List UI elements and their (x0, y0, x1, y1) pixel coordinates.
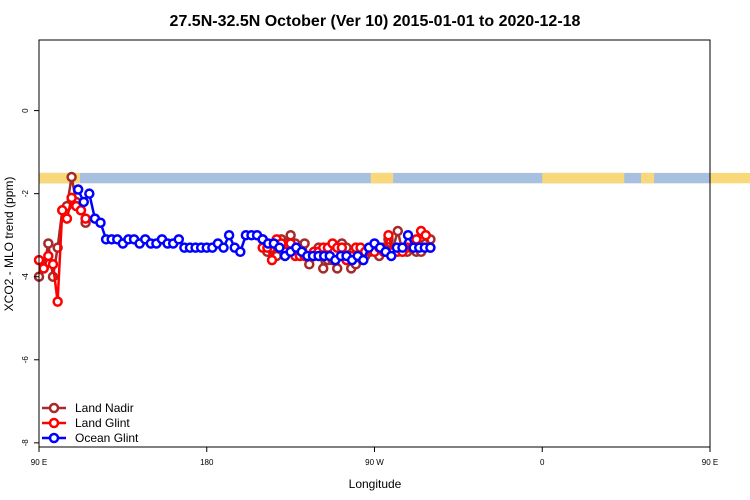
land-glint-point (383, 229, 394, 241)
chart-title: 27.5N-32.5N October (Ver 10) 2015-01-01 … (170, 13, 581, 30)
land-glint-point (66, 192, 77, 204)
land-glint-point (80, 213, 91, 224)
land-nadir-point (43, 238, 54, 249)
land-glint-point (411, 234, 422, 245)
land-glint-point (266, 254, 278, 266)
plot-area: 90 E 180 90 W 0 90 E 0 -2 -4 -6 -8 (21, 39, 750, 467)
y-axis-label: XCO2 - MLO trend (ppm) (2, 177, 16, 312)
legend-land-nadir-label: Land Nadir (75, 401, 134, 415)
land-nadir-point (66, 171, 77, 183)
land-strip-segment (39, 172, 81, 184)
land-glint-point (43, 250, 54, 262)
land-glint-point (52, 296, 63, 307)
y-tick-label: -8 (21, 439, 30, 447)
land-nadir-point (392, 225, 404, 237)
x-tick-label: 180 (200, 458, 214, 467)
land-glint-point (61, 213, 73, 224)
land-nadir-point (317, 263, 329, 274)
land-nadir-point (285, 229, 296, 241)
ocean-glint-point (72, 184, 84, 195)
land-nadir-point (299, 238, 310, 249)
land-strip-segment (542, 172, 625, 184)
land-nadir-point (304, 259, 315, 270)
land-glint-point (57, 205, 68, 216)
y-tick-label: 0 (21, 108, 30, 113)
ocean-glint-point (235, 246, 246, 258)
ocean-glint-point (358, 254, 369, 266)
x-tick-label: 90 E (31, 458, 47, 467)
land-glint-point (75, 205, 87, 216)
ocean-glint-point (425, 242, 436, 253)
ocean-glint-point (95, 217, 106, 228)
ocean-glint-point (218, 242, 229, 253)
land-nadir-point (331, 263, 343, 274)
land-strip-segment (641, 172, 655, 184)
ocean-glint-point (84, 188, 95, 199)
ocean-glint-point (173, 234, 185, 245)
y-tick-label: -4 (21, 273, 30, 281)
x-tick-label: 90 W (365, 458, 384, 467)
x-axis-label: Longitude (349, 477, 402, 491)
legend-land-nadir-marker (48, 402, 60, 414)
land-strip-segment (710, 172, 750, 184)
legend-ocean-glint-marker (48, 432, 60, 444)
x-tick-label: 90 E (702, 458, 718, 467)
ocean-glint-point (78, 196, 89, 208)
ocean-glint-point (402, 229, 414, 241)
land-glint-point (420, 229, 432, 241)
legend-land-glint-label: Land Glint (75, 416, 130, 430)
y-tick-label: -2 (21, 190, 30, 198)
ocean-glint-point (274, 242, 285, 253)
legend-land-glint-marker (48, 417, 60, 429)
ocean-glint-point (386, 250, 397, 262)
land-strip-segment (370, 172, 394, 184)
land-glint-point (336, 242, 348, 253)
land-glint-point (47, 259, 59, 270)
legend-ocean-glint-label: Ocean Glint (75, 431, 139, 445)
land-glint-point (38, 263, 49, 274)
x-tick-label: 0 (540, 458, 545, 467)
ocean-glint-point (397, 242, 408, 253)
y-tick-label: -6 (21, 356, 30, 364)
ocean-glint-point (223, 229, 235, 241)
